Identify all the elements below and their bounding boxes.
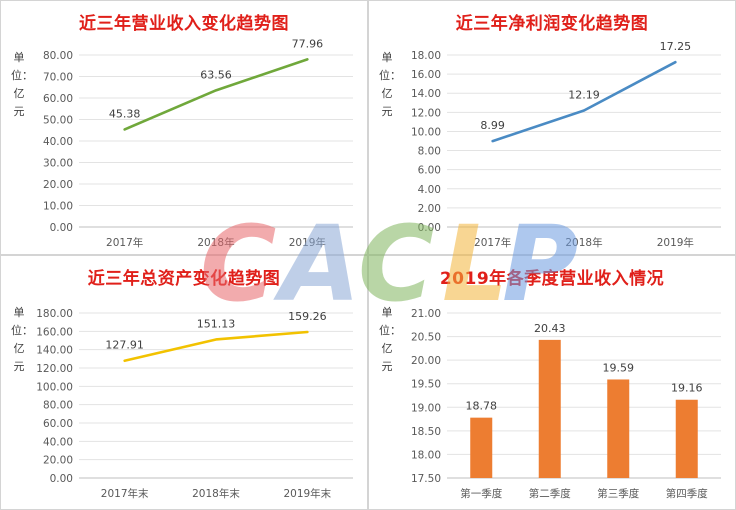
data-label: 63.56 [200,68,232,81]
x-tick-label: 2017年末 [101,487,149,500]
y-tick-label: 0.00 [50,222,73,234]
y-tick-label: 19.00 [411,402,441,414]
chart-title: 近三年总资产变化趋势图 [87,269,281,289]
x-tick-label: 第二季度 [529,487,571,500]
y-tick-label: 19.50 [411,379,441,391]
bar [607,379,630,478]
data-label: 8.99 [480,119,505,132]
x-tick-label: 2018年末 [192,487,240,500]
y-tick-label: 80.00 [43,400,73,412]
y-tick-label: 180.00 [36,308,73,320]
data-label: 19.16 [671,382,703,395]
y-tick-label: 2.00 [418,203,441,215]
chart-title: 2019年各季度营业收入情况 [439,269,665,289]
bar [470,417,493,478]
y-tick-label: 4.00 [418,184,441,196]
y-tick-label: 17.50 [411,473,441,485]
data-label: 20.43 [534,322,566,335]
data-label: 19.59 [603,361,635,374]
x-tick-label: 2017年 [474,236,511,249]
data-label: 159.26 [288,310,327,323]
y-tick-label: 40.00 [43,436,73,448]
chart-plot: 0.00 2.00 4.00 6.00 8.00 10.00 12.00 14.00 16.00… [411,40,721,249]
y-tick-label: 80.00 [43,50,73,62]
y-tick-label: 21.00 [411,308,441,320]
data-label: 45.38 [109,107,141,120]
y-tick-label: 20.00 [43,455,73,467]
data-label: 127.91 [105,339,144,352]
y-tick-label: 20.00 [411,355,441,367]
chart-title: 近三年净利润变化趋势图 [455,14,649,34]
y-tick-label: 12.00 [411,107,441,119]
y-tick-label: 50.00 [43,115,73,127]
x-tick-label: 2019年 [289,236,326,249]
y-tick-label: 160.00 [36,326,73,338]
x-tick-label: 第一季度 [460,487,502,500]
y-tick-label: 16.00 [411,69,441,81]
data-label: 12.19 [568,89,600,102]
y-tick-label: 18.00 [411,50,441,62]
chart-panel-total-assets: 近三年总资产变化趋势图 单位：亿元 0.00 20.00 40.00 60.00 80.… [0,255,368,510]
bar [675,399,698,478]
x-tick-label: 第四季度 [666,487,708,500]
data-label: 17.25 [660,40,692,53]
x-tick-label: 2017年 [106,236,143,249]
y-tick-label: 10.00 [411,126,441,138]
x-tick-label: 2019年 [657,236,694,249]
series-line [123,330,309,363]
y-tick-label: 100.00 [36,381,73,393]
y-tick-label: 6.00 [418,165,441,177]
x-tick-label: 第三季度 [597,487,639,500]
y-tick-label: 0.00 [50,473,73,485]
chart-panel-net-profit: 近三年净利润变化趋势图 单位：亿元 0.00 2.00 4.00 6.00 8.00 10… [368,0,736,255]
chart-title: 近三年营业收入变化趋势图 [79,14,289,34]
data-label: 18.78 [466,400,498,413]
y-tick-label: 8.00 [418,146,441,158]
y-tick-label: 20.50 [411,332,441,344]
x-tick-label: 2018年 [565,236,602,249]
chart-panel-quarterly-revenue: 2019年各季度营业收入情况 单位：亿元 17.50 18.00 18.50 19.0… [368,255,736,510]
chart-plot: 0.00 10.00 20.00 30.00 40.00 50.00 60.00 70.00 8… [43,37,353,249]
y-tick-label: 14.00 [411,88,441,100]
y-tick-label: 60.00 [43,93,73,105]
y-tick-label: 18.50 [411,426,441,438]
y-tick-label: 70.00 [43,72,73,84]
y-tick-label: 30.00 [43,158,73,170]
chart-plot: 0.00 20.00 40.00 60.00 80.00 100.00 120.00 140.… [36,308,353,500]
x-tick-label: 2019年末 [283,487,331,500]
chart-panel-revenue: 近三年营业收入变化趋势图 单位：亿元 0.00 10.00 20.00 30.00 40… [0,0,368,255]
x-tick-label: 2018年 [197,236,234,249]
y-tick-label: 120.00 [36,363,73,375]
y-tick-label: 60.00 [43,418,73,430]
y-tick-label: 20.00 [43,179,73,191]
data-label: 151.13 [197,317,236,330]
data-label: 77.96 [292,37,324,50]
y-tick-label: 18.00 [411,449,441,461]
bar [538,339,561,478]
y-tick-label: 0.00 [418,222,441,234]
y-tick-label: 10.00 [43,201,73,213]
y-tick-label: 140.00 [36,345,73,357]
y-tick-label: 40.00 [43,136,73,148]
chart-plot: 17.50 18.00 18.50 19.00 19.50 20.00 20.50 21.00… [411,308,721,500]
